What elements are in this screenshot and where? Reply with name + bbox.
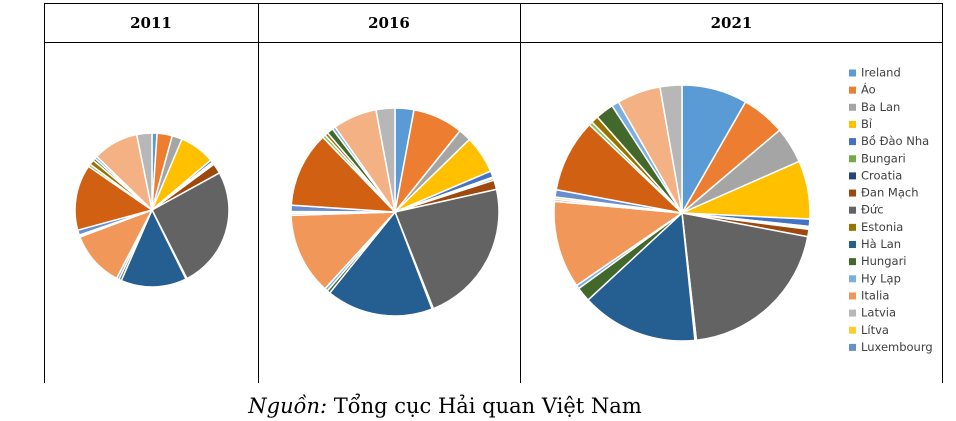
pie-slice [375,107,396,213]
legend-swatch [849,223,856,231]
legend-label: Hungari [861,254,907,268]
legend-label: Estonia [861,220,903,234]
legend-label: Hy Lạp [861,271,901,285]
legend-label: Croatia [861,168,902,182]
pie-slice [659,84,683,214]
legend-swatch [849,138,856,146]
legend-label: Áo [861,82,876,97]
legend-swatch [849,86,856,94]
pie-slice [290,211,397,290]
pie-slice [290,136,397,213]
legend-label: Hà Lan [861,237,901,251]
source-label: Nguồn: [247,394,327,418]
legend-swatch [849,292,856,300]
legend-swatch [849,275,856,283]
pie-slice [74,165,154,232]
legend-swatch [849,241,856,248]
pie-slice [393,188,500,310]
pie-slice [553,200,685,287]
source: Tổng cục Hải quan Việt Nam [334,394,642,418]
legend-swatch [849,120,856,128]
legend-swatch [849,172,856,180]
column-header: 2016 [368,14,410,32]
table-frame [44,3,943,383]
legend-label: Ireland [861,66,901,80]
pie-slice [151,171,230,280]
legend-swatch [849,103,856,111]
legend-swatch [849,69,856,77]
legend-label: Bỉ [861,117,872,131]
legend-label: Đức [861,203,884,217]
legend-swatch [849,326,856,334]
column-header: 2011 [130,14,172,32]
legend-swatch [849,309,856,317]
pie-slice [120,208,188,288]
legend-label: Latvia [861,306,896,320]
legend-label: Luxembourg [861,340,933,354]
legend-swatch [849,258,856,266]
pie-slice [328,210,434,317]
pie-slice [135,132,153,211]
legend-swatch [849,189,856,197]
legend-label: Đan Mạch [861,186,918,200]
legend-label: Ba Lan [861,100,900,114]
legend-label: Lítva [861,323,889,337]
pie-slice [681,212,809,342]
source-note: Nguồn: Tổng cục Hải quan Việt Nam [247,394,642,418]
legend-swatch [849,343,856,351]
legend-label: Italia [861,288,889,302]
legend-label: Bồ Đào Nha [861,134,929,148]
legend-swatch [849,155,856,163]
legend-label: Bungari [861,151,906,165]
pie-slice [587,211,696,342]
legend-swatch [849,206,856,214]
column-header: 2021 [711,14,753,32]
